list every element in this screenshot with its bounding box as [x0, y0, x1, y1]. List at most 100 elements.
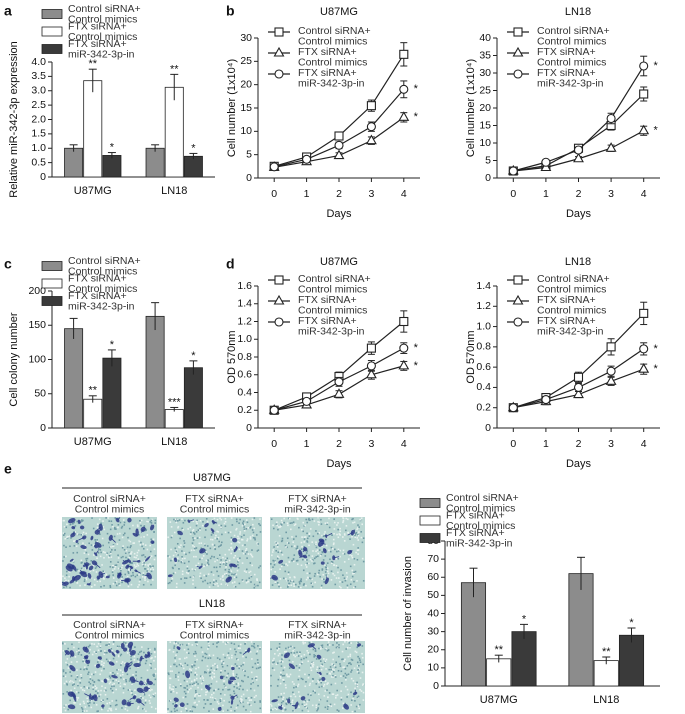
speck [108, 556, 110, 559]
speck [278, 585, 280, 588]
speck [214, 663, 216, 665]
speck [287, 571, 290, 574]
speck [64, 643, 66, 645]
speck [238, 688, 241, 690]
speck [347, 641, 349, 643]
speck [293, 524, 296, 526]
speck [101, 660, 103, 663]
speck [87, 664, 89, 667]
speck [284, 544, 287, 547]
speck [350, 671, 352, 673]
speck [234, 648, 236, 651]
speck [116, 669, 118, 671]
speck [196, 704, 198, 706]
speck [108, 555, 111, 557]
cell-process [235, 546, 237, 550]
speck [215, 566, 218, 569]
speck [195, 524, 198, 527]
speck [243, 529, 246, 532]
speck [191, 710, 194, 713]
speck [139, 521, 142, 524]
speck [127, 572, 130, 574]
marker-square [366, 101, 376, 111]
speck [173, 707, 176, 710]
cell-process [88, 582, 92, 585]
speck [195, 681, 198, 683]
speck [75, 580, 78, 583]
speck [332, 652, 334, 654]
speck [106, 532, 109, 535]
speck [243, 534, 245, 536]
speck [287, 579, 289, 582]
speck [352, 517, 354, 520]
speck [102, 700, 104, 702]
speck [270, 703, 272, 706]
speck [311, 704, 314, 707]
speck [222, 661, 225, 663]
speck [325, 564, 327, 567]
speck [80, 687, 82, 689]
panel-letter: a [4, 3, 12, 19]
speck [321, 578, 323, 580]
speck [224, 568, 227, 571]
speck [77, 697, 80, 699]
speck [199, 572, 202, 575]
speck [130, 575, 133, 577]
speck [338, 644, 340, 646]
speck [226, 654, 229, 657]
legend-label: FTX siRNA+ miR-342-3p-in [68, 290, 135, 313]
cell-process [311, 645, 317, 650]
speck [223, 680, 226, 682]
speck [280, 696, 283, 698]
speck [320, 553, 323, 556]
speck [237, 541, 239, 543]
x-tick-label: 1 [304, 438, 310, 450]
speck [62, 669, 65, 671]
speck [233, 581, 236, 583]
speck [353, 571, 355, 573]
speck [121, 581, 123, 584]
speck [66, 691, 68, 693]
speck [272, 566, 274, 568]
y-tick-label: 10 [427, 662, 439, 674]
speck [201, 659, 203, 662]
speck [327, 682, 329, 684]
speck [240, 701, 243, 703]
speck [305, 518, 308, 521]
x-tick-label: LN18 [161, 436, 187, 448]
speck [219, 578, 222, 580]
speck [310, 582, 313, 585]
speck [83, 702, 86, 705]
speck [100, 522, 102, 525]
speck [77, 542, 79, 545]
cell-process [135, 570, 141, 574]
speck [93, 702, 95, 704]
speck [83, 657, 86, 660]
legend-label: FTX siRNA+ Control mimics [446, 509, 515, 532]
speck [169, 686, 171, 688]
speck [117, 557, 120, 559]
speck [312, 665, 314, 668]
speck [224, 669, 226, 672]
speck [115, 564, 118, 566]
speck [281, 654, 283, 656]
speck [276, 662, 279, 664]
cell-process [233, 563, 236, 566]
speck [213, 579, 215, 581]
speck [277, 526, 280, 528]
speck [357, 672, 360, 674]
speck [279, 586, 282, 589]
speck [130, 658, 132, 661]
speck [148, 689, 151, 691]
speck [325, 668, 327, 670]
cell [173, 697, 179, 702]
speck [333, 518, 335, 520]
speck [343, 534, 346, 536]
speck [324, 535, 326, 537]
speck [88, 652, 91, 654]
speck [69, 586, 71, 589]
cell [147, 680, 153, 685]
significance: * [110, 141, 115, 153]
speck [227, 652, 230, 654]
speck [102, 576, 105, 579]
